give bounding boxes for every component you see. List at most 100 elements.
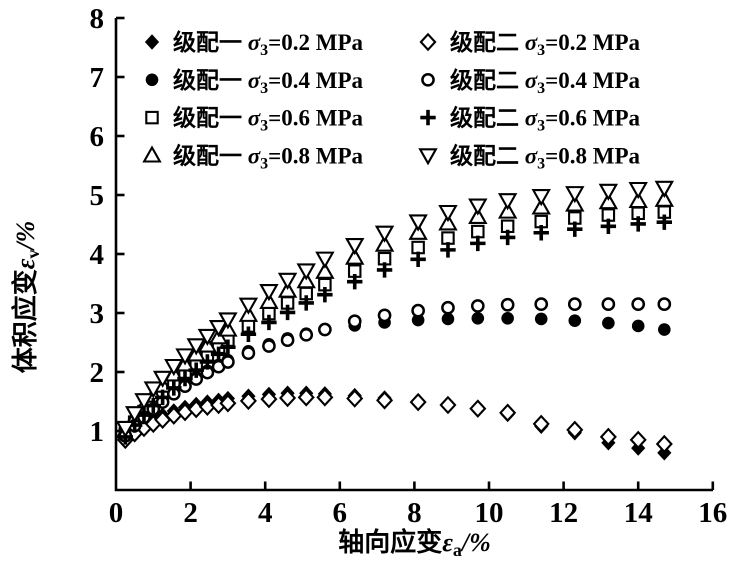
- series-8-point: [315, 251, 335, 269]
- y-tick-label: 4: [90, 239, 105, 271]
- legend-entry-label: 级配二 σ3=0.8 MPa: [450, 142, 641, 172]
- series-2-point: [602, 316, 615, 330]
- series-6-point: [601, 297, 616, 311]
- series-8-point: [277, 272, 298, 290]
- series-7-point: [533, 225, 549, 241]
- series-7-point: [499, 229, 516, 246]
- series-5-point: [409, 392, 427, 412]
- series-8-point: [164, 358, 184, 377]
- series-8-point: [438, 204, 458, 223]
- series-5-point: [469, 399, 487, 418]
- series-7-point: [347, 274, 363, 290]
- series-6-point: [280, 333, 295, 347]
- y-tick-label: 6: [90, 121, 105, 153]
- series-8-point: [374, 225, 395, 243]
- series-4-point: [468, 206, 488, 224]
- series-8-point: [134, 393, 154, 411]
- series-5-point: [566, 420, 584, 440]
- legend-entry-label: 级配二 σ3=0.4 MPa: [450, 67, 641, 97]
- series-4-point: [345, 247, 365, 265]
- series-3-point: [441, 231, 455, 245]
- x-tick-label: 12: [549, 497, 578, 529]
- series-5-point: [297, 388, 315, 407]
- x-tick-label: 0: [109, 497, 124, 529]
- series-8-point: [115, 420, 136, 439]
- legend-entry-label: 级配二 σ3=0.6 MPa: [450, 105, 641, 135]
- series-2-point: [501, 312, 514, 325]
- series-4-point: [315, 261, 335, 279]
- series-7-point: [240, 326, 257, 342]
- x-tick-label: 2: [183, 497, 198, 529]
- series-8-point: [345, 237, 365, 256]
- series-6-point: [500, 297, 515, 312]
- y-tick-label: 7: [90, 62, 105, 94]
- series-6-point: [631, 297, 646, 311]
- series-7-point: [630, 216, 646, 232]
- series-4-point: [497, 201, 518, 219]
- series-2-point: [534, 312, 548, 326]
- y-axis-label: 体积应变εv/%: [10, 221, 43, 374]
- series-4-point: [531, 197, 551, 215]
- series-8-point: [628, 181, 648, 200]
- series-6-point: [470, 299, 485, 313]
- x-tick-label: 8: [407, 497, 422, 529]
- series-8-point: [468, 198, 488, 216]
- legend-entry-label: 级配一 σ3=0.6 MPa: [173, 105, 364, 135]
- series-5-point: [532, 414, 550, 434]
- series-6-point: [567, 297, 582, 311]
- series-5-point: [599, 427, 617, 447]
- series-5-point: [260, 389, 278, 409]
- series-7-point: [298, 295, 314, 311]
- series-8-point: [218, 312, 238, 330]
- series-7-point: [600, 218, 617, 234]
- series-5-point: [239, 391, 257, 411]
- series-5-point: [629, 430, 647, 450]
- series-4-point: [408, 222, 428, 240]
- series-3-point: [411, 240, 425, 255]
- series-4-point: [654, 189, 675, 207]
- series-2-point: [568, 314, 582, 327]
- series-5-point: [219, 394, 237, 413]
- series-6-point: [347, 314, 362, 329]
- x-tick-label: 4: [258, 497, 273, 529]
- series-8-point: [238, 297, 259, 315]
- y-tick-label: 1: [90, 416, 105, 448]
- x-tick-label: 16: [698, 497, 727, 529]
- series-7-point: [188, 362, 204, 378]
- series-7-point: [199, 354, 216, 370]
- legend-entry-label: 级配一 σ3=0.4 MPa: [173, 67, 364, 97]
- series-7-point: [656, 214, 673, 230]
- series-7-point: [317, 287, 333, 303]
- series-5-point: [316, 388, 334, 407]
- series-7-point: [470, 235, 486, 252]
- series-7-point: [567, 221, 583, 237]
- series-7-point: [154, 389, 171, 406]
- legend-entry-label: 级配二 σ3=0.2 MPa: [450, 29, 641, 59]
- legend-marker-plus: [420, 109, 436, 126]
- series-7-point: [279, 304, 296, 321]
- legend-marker-open-triangle-up: [142, 145, 162, 163]
- series-5-point: [279, 388, 297, 408]
- series-6-point: [657, 297, 672, 311]
- legend-marker-filled-circle: [145, 73, 159, 87]
- series-6-point: [262, 339, 276, 353]
- series-5-point: [439, 395, 457, 415]
- series-2-point: [471, 312, 485, 325]
- legend-marker-open-square: [145, 110, 159, 125]
- x-tick-label: 6: [333, 497, 348, 529]
- series-6-point: [377, 308, 392, 323]
- series-5-point: [376, 391, 394, 410]
- series-8-point: [654, 180, 675, 198]
- legend-marker-open-diamond: [419, 32, 437, 52]
- series-8-point: [152, 370, 173, 388]
- series-6-point: [241, 346, 256, 360]
- x-axis-label: 轴向应变εa/%: [338, 527, 491, 560]
- series-4-point: [438, 213, 458, 231]
- series-5-point: [655, 434, 673, 454]
- series-8-point: [259, 284, 279, 302]
- legend-marker-filled-diamond: [144, 34, 160, 50]
- y-tick-label: 3: [90, 298, 105, 330]
- series-4-point: [565, 194, 585, 212]
